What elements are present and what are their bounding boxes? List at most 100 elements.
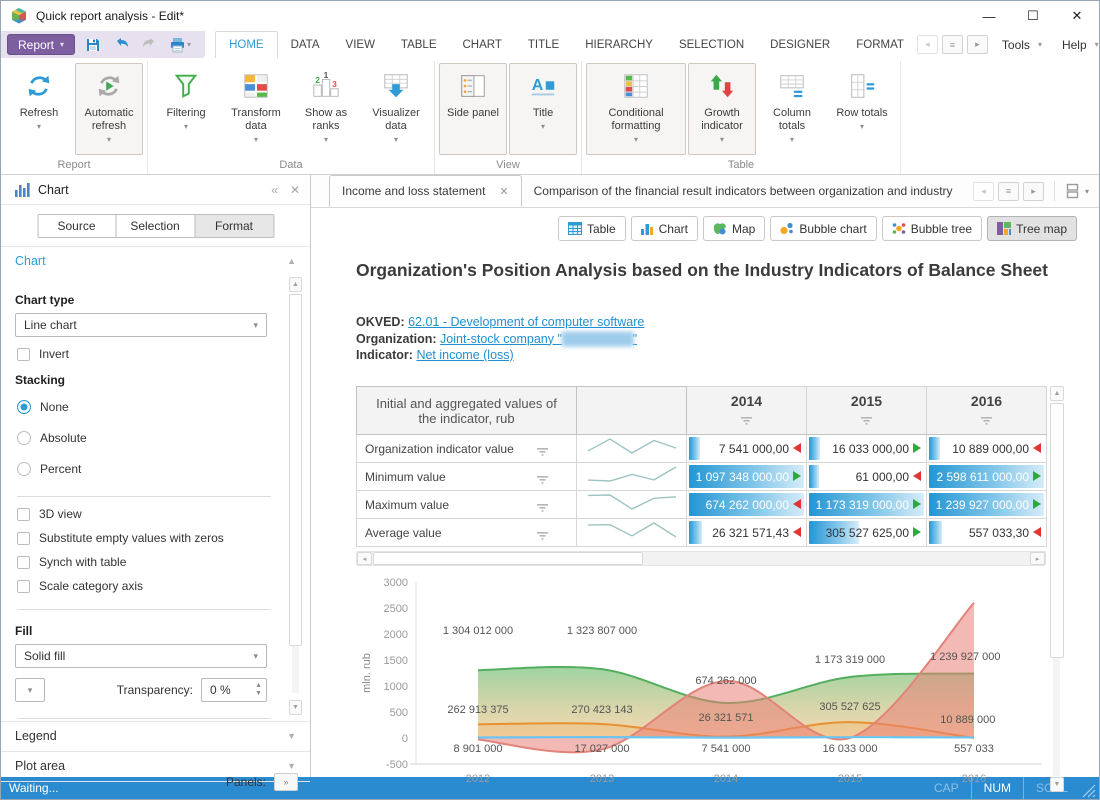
resize-grip[interactable] <box>1082 784 1096 798</box>
indicator-link[interactable]: Net income (loss) <box>416 348 514 362</box>
stacking-percent-row[interactable]: Percent <box>17 458 283 480</box>
synch-with-table-checkbox[interactable] <box>17 555 30 569</box>
filter-icon[interactable] <box>537 445 548 459</box>
year-header-2015[interactable]: 2015 <box>806 386 927 435</box>
filter-icon[interactable] <box>537 529 548 543</box>
view-chart-button[interactable]: Chart <box>630 216 698 241</box>
print-button[interactable] <box>167 36 187 54</box>
stacking-none-radio[interactable] <box>17 400 31 414</box>
panel-tab-source[interactable]: Source <box>37 214 116 238</box>
3d-view-row[interactable]: 3D view <box>17 507 283 521</box>
stacking-none-row[interactable]: None <box>17 396 283 418</box>
panel-tab-selection[interactable]: Selection <box>116 214 195 238</box>
filter-icon[interactable] <box>687 412 806 428</box>
okved-link[interactable]: 62.01 - Development of computer software <box>408 315 645 329</box>
value-cell[interactable]: 61 000,00 <box>806 462 927 491</box>
scroll-thumb[interactable] <box>289 294 302 646</box>
automatic-refresh-button[interactable]: Automatic refresh ▾ <box>75 63 143 155</box>
panel-tab-format[interactable]: Format <box>195 214 274 238</box>
stacking-percent-radio[interactable] <box>17 462 31 476</box>
fill-color-button[interactable]: ▾ <box>15 678 45 702</box>
tools-menu[interactable]: Tools <box>1001 37 1030 52</box>
value-cell[interactable]: 1 239 927 000,00 <box>926 490 1047 519</box>
scroll-up-arrow[interactable]: ▲ <box>289 277 302 292</box>
row-header-cell[interactable]: Average value <box>356 518 577 547</box>
scroll-thumb[interactable] <box>373 552 643 565</box>
value-cell[interactable]: 305 527 625,00 <box>806 518 927 547</box>
save-button[interactable] <box>83 36 103 54</box>
doc-tab-scroll-left-button[interactable]: ◂ <box>972 181 994 201</box>
transparency-spinner[interactable]: 0 % ▲ ▼ <box>201 678 267 702</box>
title-button[interactable]: A Title ▾ <box>509 63 577 155</box>
scale-category-axis-checkbox[interactable] <box>17 579 30 593</box>
collapse-panel-icon[interactable]: « <box>271 182 278 197</box>
conditional-formatting-button[interactable]: Conditional formatting ▾ <box>586 63 686 155</box>
undo-button[interactable] <box>111 36 131 54</box>
scroll-up-arrow[interactable]: ▲ <box>1050 386 1064 401</box>
ribbon-tab-data[interactable]: DATA <box>290 38 320 51</box>
doc-tab-comparison[interactable]: Comparison of the financial result indic… <box>522 175 965 207</box>
organization-link[interactable]: Joint-stock company "█████████" <box>440 331 638 346</box>
redo-button[interactable] <box>139 36 159 54</box>
ribbon-tab-format[interactable]: FORMAT <box>856 38 904 51</box>
scale-category-axis-row[interactable]: Scale category axis <box>17 579 283 593</box>
year-header-2016[interactable]: 2016 <box>926 386 1047 435</box>
view-map-button[interactable]: Map <box>702 216 766 241</box>
value-cell[interactable]: 557 033,30 <box>926 518 1047 547</box>
stacking-absolute-row[interactable]: Absolute <box>17 427 283 449</box>
row-header-cell[interactable]: Organization indicator value <box>356 434 577 463</box>
row-header-cell[interactable]: Minimum value <box>356 462 577 491</box>
view-tree-map-button[interactable]: Tree map <box>987 216 1077 241</box>
print-dropdown-icon[interactable]: ▾ <box>187 40 192 49</box>
row-header-cell[interactable]: Maximum value <box>356 490 577 519</box>
ribbon-tab-chart[interactable]: CHART <box>462 38 502 51</box>
filter-icon[interactable] <box>537 501 548 515</box>
layout-split-button[interactable]: ▾ <box>1065 183 1089 199</box>
scroll-left-arrow[interactable]: ◂ <box>357 552 372 565</box>
chart-type-select[interactable]: Line chart ▾ <box>15 313 267 337</box>
refresh-button[interactable]: Refresh ▾ <box>5 63 73 155</box>
indicator-chart[interactable]: 3000 2500 2000 1500 1000 500 0 -500 mln. rub 2012… <box>356 574 1046 792</box>
section-header-plot-area[interactable]: Plot area ▼ <box>1 751 310 780</box>
section-header-legend[interactable]: Legend ▼ <box>1 721 310 750</box>
substitute-zeros-row[interactable]: Substitute empty values with zeros <box>17 531 283 545</box>
minimize-button[interactable]: — <box>982 8 996 24</box>
filter-icon[interactable] <box>537 473 548 487</box>
stacking-absolute-radio[interactable] <box>17 431 31 445</box>
value-cell[interactable]: 2 598 611 000,00 <box>926 462 1047 491</box>
doc-tab-scroll-right-button[interactable]: ▸ <box>1022 181 1044 201</box>
scroll-thumb[interactable] <box>1050 403 1064 658</box>
view-bubble-chart-button[interactable]: Bubble chart <box>770 216 877 241</box>
tab-scroll-right-button[interactable]: ▸ <box>966 35 988 54</box>
value-cell[interactable]: 674 262 000,00 <box>686 490 807 519</box>
growth-indicator-button[interactable]: Growth indicator ▾ <box>688 63 756 155</box>
invert-checkbox-row[interactable]: Invert <box>17 347 283 361</box>
synch-with-table-row[interactable]: Synch with table <box>17 555 283 569</box>
panel-scrollbar[interactable]: ▲ ▼ <box>289 277 302 715</box>
ribbon-tab-table[interactable]: TABLE <box>400 38 437 51</box>
section-header-chart[interactable]: Chart ▲ <box>1 246 310 275</box>
report-menu-button[interactable]: Report ▾ <box>7 34 76 55</box>
value-cell[interactable]: 16 033 000,00 <box>806 434 927 463</box>
column-totals-button[interactable]: Column totals ▾ <box>758 63 826 155</box>
value-cell[interactable]: 1 097 348 000,00 <box>686 462 807 491</box>
maximize-button[interactable]: ☐ <box>1027 8 1039 23</box>
value-cell[interactable]: 10 889 000,00 <box>926 434 1047 463</box>
ribbon-tab-hierarchy[interactable]: HIERARCHY <box>585 38 653 51</box>
visualizer-data-button[interactable]: Visualizer data ▾ <box>362 63 430 155</box>
tab-list-button[interactable]: ≡ <box>941 35 963 54</box>
doc-tab-income-statement[interactable]: Income and loss statement ✕ <box>329 175 522 207</box>
close-tab-icon[interactable]: ✕ <box>499 185 509 198</box>
tab-scroll-left-button[interactable]: ◂ <box>916 35 938 54</box>
ribbon-tab-title[interactable]: TITLE <box>527 38 560 51</box>
value-cell[interactable]: 1 173 319 000,00 <box>806 490 927 519</box>
ribbon-tab-view[interactable]: VIEW <box>345 38 375 51</box>
substitute-zeros-checkbox[interactable] <box>17 531 30 545</box>
ribbon-tab-home[interactable]: HOME <box>215 31 278 58</box>
fill-type-select[interactable]: Solid fill ▾ <box>15 644 267 668</box>
doc-tab-list-button[interactable]: ≡ <box>997 181 1019 201</box>
value-cell[interactable]: 7 541 000,00 <box>686 434 807 463</box>
ribbon-tab-designer[interactable]: DESIGNER <box>770 38 831 51</box>
vertical-scrollbar[interactable]: ▲ ▼ <box>1050 386 1064 792</box>
